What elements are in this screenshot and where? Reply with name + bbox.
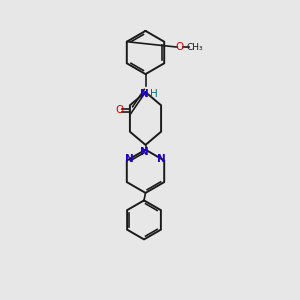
Text: CH₃: CH₃ xyxy=(187,43,204,52)
Text: N: N xyxy=(140,147,149,157)
Text: H: H xyxy=(150,89,158,99)
Text: N: N xyxy=(125,154,134,164)
Text: N: N xyxy=(140,89,149,99)
Text: O: O xyxy=(115,105,123,116)
Text: N: N xyxy=(158,154,166,164)
Text: O: O xyxy=(176,42,184,52)
